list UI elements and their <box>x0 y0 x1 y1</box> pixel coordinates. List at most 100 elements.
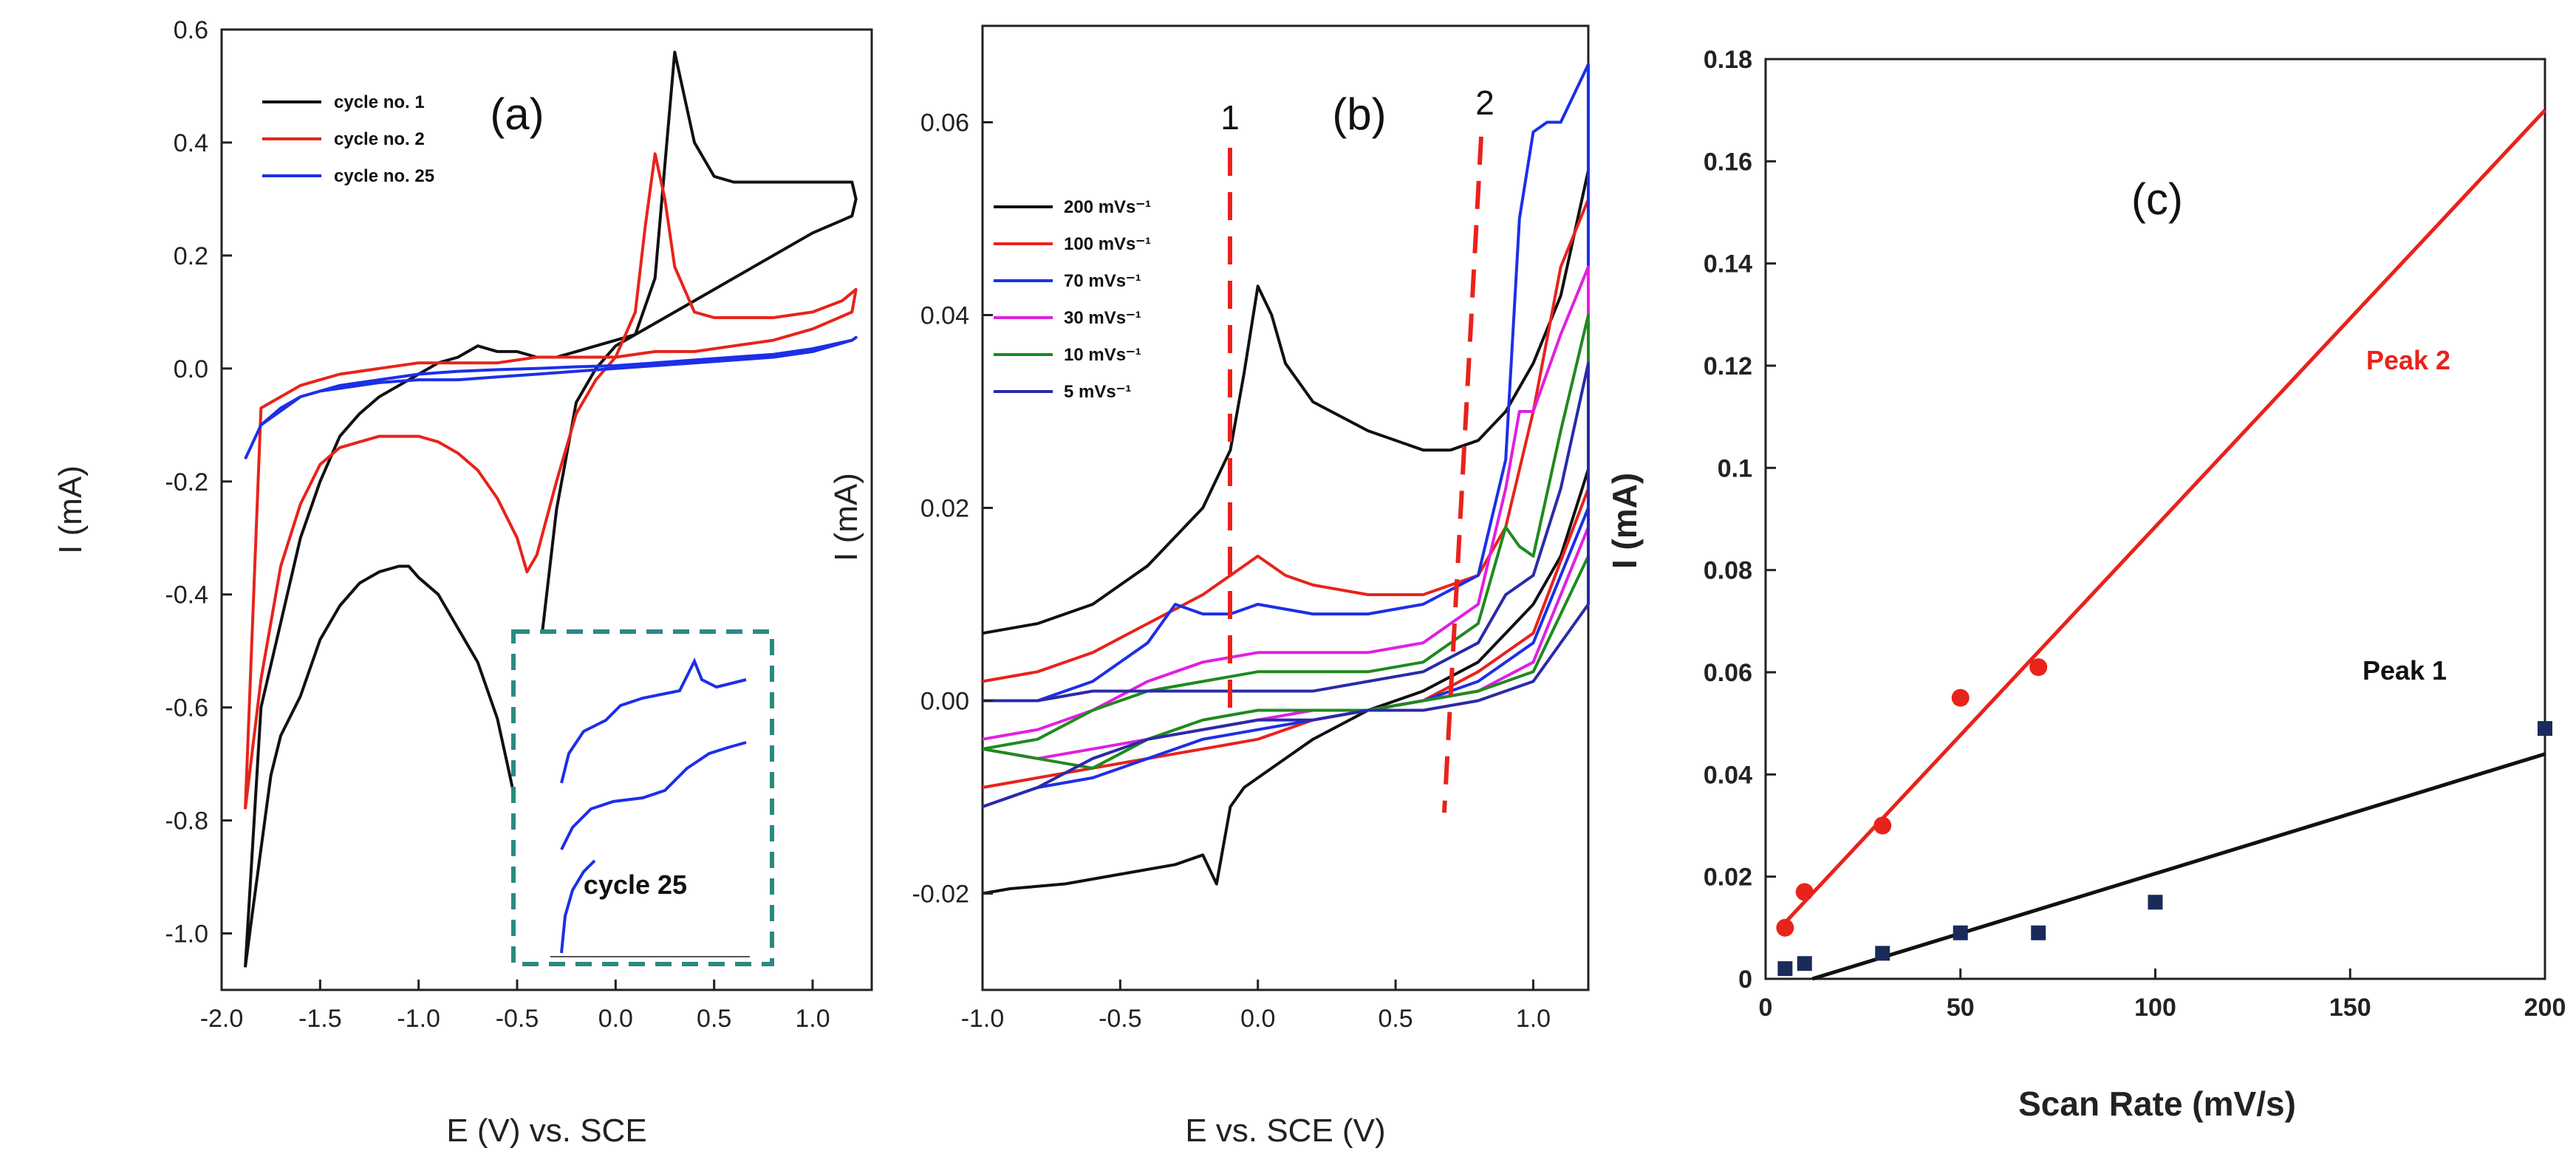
panel-c-y-tick-label: 0.04 <box>1704 761 1752 789</box>
panel-a-y-tick-label: -0.8 <box>165 807 208 836</box>
legend-label-5: 5 mVs⁻¹ <box>1064 382 1131 402</box>
panel-b-y-tick-label: 0.06 <box>920 109 969 137</box>
panel-a-inset: cycle 25 <box>511 629 774 966</box>
panel-c-y-tick-label: 0.06 <box>1704 659 1752 687</box>
panel-c-y-axis-label: I (mA) <box>1605 473 1644 569</box>
panel-b-y-tick-label: 0.00 <box>920 688 969 716</box>
panel-b-series-100-mvs <box>982 197 1590 789</box>
panel-a-y-tick-label: -0.6 <box>165 694 208 722</box>
panel-b-series-10-mvs <box>982 313 1590 770</box>
panel-c-y-tick-label: 0.16 <box>1704 148 1752 176</box>
point-peak-2 <box>1776 918 1794 937</box>
inset-curve-start <box>560 859 596 954</box>
fit-line-peak-2 <box>1783 109 2546 924</box>
panel-b-x-tick-label: 0.5 <box>1378 1005 1412 1033</box>
panel-a-y-tick-label: 0.0 <box>174 355 208 383</box>
panel-b-x-tick-label: -1.0 <box>961 1005 1005 1033</box>
legend-label-30: 30 mVs⁻¹ <box>1064 308 1141 328</box>
point-peak-1 <box>1875 946 1890 961</box>
panel-c-y-tick-label: 0.02 <box>1704 864 1752 892</box>
point-peak-2 <box>2029 658 2048 677</box>
panel-a-x-tick-label: -1.0 <box>397 1005 440 1033</box>
panel-c-y-ticks: 0.18 0.16 0.14 0.12 0.1 0.08 0.06 0.04 0.02 0 <box>1704 46 1776 994</box>
panel-b-x-tick-label: 1.0 <box>1516 1005 1551 1033</box>
panel-b-y-ticks: 0.06 0.04 0.02 0.00 -0.02 <box>912 109 993 909</box>
panel-c-x-axis-label: Scan Rate (mV/s) <box>2018 1084 2296 1123</box>
point-peak-2 <box>1873 816 1892 835</box>
panel-a-y-tick-label: 0.6 <box>174 16 208 44</box>
panel-a-y-tick-label: 0.2 <box>174 242 208 270</box>
panel-b-y-tick-label: 0.02 <box>920 495 969 523</box>
panel-b-series-70-mvs <box>982 63 1590 808</box>
inset-label: cycle 25 <box>584 870 687 900</box>
panel-c-y-tick-label: 0 <box>1738 966 1752 994</box>
panel-b-x-axis-label: E vs. SCE (V) <box>1185 1113 1385 1149</box>
panel-a-series-cycle-no-2 <box>244 152 858 810</box>
panel-c-y-tick-label: 0.12 <box>1704 352 1752 380</box>
point-peak-1 <box>2148 895 2163 910</box>
panel-a-x-tick-label: 0.0 <box>598 1005 633 1033</box>
fit-line-peak-1 <box>1811 752 2546 981</box>
panel-c-plot-area <box>1776 109 2552 981</box>
panel-b: -1.0 -0.5 0.0 0.5 1.0 0.060.040.020.00-0.02 … <box>828 24 1590 1149</box>
panel-b-x-tick-label: -0.5 <box>1099 1005 1142 1033</box>
panel-b-y-tick-label: 0.04 <box>920 302 969 330</box>
legend-label-70: 70 mVs⁻¹ <box>1064 271 1141 291</box>
panel-c-y-tick-label: 0.1 <box>1718 454 1752 482</box>
peak-marker-2-line <box>1442 136 1483 813</box>
panel-a-y-axis-label: I (mA) <box>52 465 89 554</box>
panel-a-y-tick-label: 0.4 <box>174 129 208 157</box>
peak-marker-1-label: 1 <box>1220 98 1240 137</box>
panel-c-y-tick-label: 0.18 <box>1704 46 1752 74</box>
panel-b-series-5-mvs <box>982 361 1590 808</box>
point-peak-1 <box>1797 956 1812 971</box>
point-peak-1 <box>2538 721 2552 737</box>
panel-a-x-tick-label: -2.0 <box>200 1005 244 1033</box>
panel-a-series-cycle-no-1 <box>244 50 858 968</box>
panel-c-x-tick-label: 200 <box>2524 994 2566 1022</box>
panel-c-x-tick-label: 50 <box>1947 994 1975 1022</box>
peak-2-label: Peak 2 <box>2366 345 2450 375</box>
panel-a-legend: cycle no. 1 cycle no. 2 cycle no. 25 <box>262 92 434 186</box>
panel-a-x-axis-label: E (V) vs. SCE <box>446 1113 646 1149</box>
point-peak-1 <box>1777 961 1793 977</box>
panel-c-label: (c) <box>2131 174 2183 224</box>
peak-marker-2-label: 2 <box>1475 83 1494 122</box>
legend-label-cycle-25: cycle no. 25 <box>334 166 434 186</box>
panel-a-y-tick-label: -0.4 <box>165 581 208 609</box>
panel-a: -2.0 -1.5 -1.0 -0.5 0.0 0.5 1.0 0.6 0.4 0.2 0.0 -0… <box>52 16 873 1149</box>
panel-c: 0 50 100 150 200 0.18 0.16 0.14 0.12 0.1 0.08 0.06… <box>1605 46 2566 1123</box>
panel-b-y-tick-label: -0.02 <box>912 881 970 909</box>
legend-label-cycle-2: cycle no. 2 <box>334 129 425 149</box>
panel-a-y-ticks: 0.6 0.4 0.2 0.0 -0.2 -0.4 -0.6 -0.8 -1.0 <box>165 16 232 949</box>
panel-a-x-ticks: -2.0 -1.5 -1.0 -0.5 0.0 0.5 1.0 <box>200 980 830 1033</box>
panel-c-x-ticks: 0 50 100 150 200 <box>1759 968 2566 1022</box>
panel-b-label: (b) <box>1332 89 1386 139</box>
panel-a-series-cycle-no-25 <box>244 335 858 460</box>
panel-b-y-axis-label: I (mA) <box>828 473 864 561</box>
panel-a-y-tick-label: -0.2 <box>165 468 208 496</box>
panel-a-x-tick-label: 1.0 <box>795 1005 830 1033</box>
point-peak-1 <box>1953 925 1968 940</box>
legend-label-200: 200 mVs⁻¹ <box>1064 197 1151 217</box>
panel-a-label: (a) <box>490 89 544 139</box>
panel-b-plot-area <box>982 63 1590 895</box>
panel-b-x-ticks: -1.0 -0.5 0.0 0.5 1.0 <box>961 980 1551 1033</box>
legend-label-10: 10 mVs⁻¹ <box>1064 345 1141 365</box>
legend-label-cycle-1: cycle no. 1 <box>334 92 425 112</box>
panel-a-x-tick-label: 0.5 <box>697 1005 731 1033</box>
inset-curve-lower <box>560 741 747 850</box>
panel-a-plot-area <box>244 50 858 968</box>
peak-1-label: Peak 1 <box>2363 655 2447 686</box>
panel-b-x-tick-label: 0.0 <box>1240 1005 1275 1033</box>
panel-b-legend: 200 mVs⁻¹ 100 mVs⁻¹ 70 mVs⁻¹ 30 mVs⁻¹ 10… <box>994 197 1151 402</box>
panel-c-x-tick-label: 100 <box>2134 994 2176 1022</box>
panel-c-y-tick-label: 0.08 <box>1704 557 1752 585</box>
point-peak-2 <box>1951 689 1969 707</box>
point-peak-1 <box>2031 925 2046 940</box>
panel-a-y-tick-label: -1.0 <box>165 920 208 949</box>
legend-label-100: 100 mVs⁻¹ <box>1064 234 1151 254</box>
panel-b-frame <box>981 24 1590 991</box>
panel-a-frame <box>220 28 873 991</box>
